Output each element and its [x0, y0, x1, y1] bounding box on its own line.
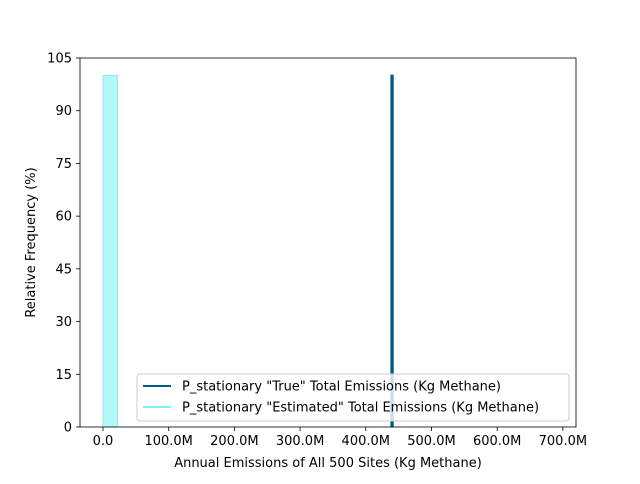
x-tick-label: 100.0M — [144, 434, 192, 449]
y-tick-label: 90 — [55, 104, 72, 119]
y-tick-label: 15 — [55, 368, 72, 383]
x-tick-label: 500.0M — [407, 434, 455, 449]
x-tick-label: 300.0M — [276, 434, 324, 449]
plot-frame — [79, 57, 577, 428]
y-tick-label: 45 — [55, 262, 72, 277]
legend-label: P_stationary "True" Total Emissions (Kg … — [182, 380, 501, 395]
y-tick-label: 0 — [64, 421, 72, 436]
x-tick-label: 600.0M — [473, 434, 521, 449]
y-axis: 0 15 30 45 60 75 90 105 — [47, 52, 80, 436]
x-axis: 0.0 100.0M 200.0M 300.0M 400.0M 500.0M 600.0M 7… — [93, 427, 587, 449]
x-tick-label: 0.0 — [93, 434, 114, 449]
legend: P_stationary "True" Total Emissions (Kg … — [136, 373, 570, 422]
legend-label: P_stationary "Estimated" Total Emissions… — [182, 401, 539, 416]
y-tick-label: 60 — [55, 210, 72, 225]
x-axis-label: Annual Emissions of All 500 Sites (Kg Me… — [174, 456, 482, 471]
x-tick-label: 700.0M — [539, 434, 587, 449]
bar-true-0 — [390, 74, 394, 427]
x-tick-label: 400.0M — [342, 434, 390, 449]
y-axis-label: Relative Frequency (%) — [24, 167, 39, 317]
legend-box — [136, 373, 570, 422]
bars-layer — [102, 74, 394, 428]
y-tick-label: 105 — [47, 52, 72, 67]
bar-estimated-0 — [102, 75, 118, 428]
y-tick-label: 30 — [55, 315, 72, 330]
x-tick-label: 200.0M — [210, 434, 258, 449]
y-tick-label: 75 — [55, 157, 72, 172]
